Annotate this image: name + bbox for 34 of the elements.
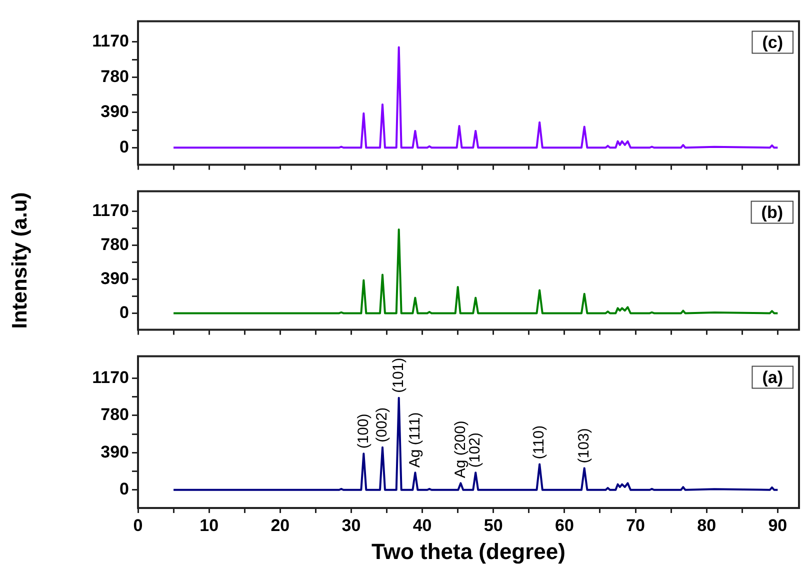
annotation: (103)	[575, 428, 592, 464]
x-tick-label: 0	[133, 516, 143, 535]
x-tick-label: 80	[697, 516, 716, 535]
annotation: Ag (111)	[406, 412, 424, 468]
y-tick-label: 1170	[92, 368, 129, 387]
y-tick-label: 780	[100, 234, 129, 254]
annotation: (a)	[762, 368, 783, 387]
y-tick-label: 1170	[92, 32, 129, 51]
x-tick-label: 30	[342, 516, 361, 535]
annotation: (110)	[530, 425, 548, 460]
annotation: Ag (200)	[452, 420, 469, 478]
annotation: (002)	[374, 407, 391, 442]
y-tick-label: 390	[100, 102, 129, 122]
y-tick-label: 0	[120, 480, 129, 499]
y-tick-label: 0	[120, 137, 129, 156]
x-tick-label: 20	[270, 516, 290, 535]
y-tick-label: 390	[100, 268, 129, 288]
annotation: (c)	[762, 32, 783, 52]
y-tick-label: 780	[100, 405, 129, 424]
x-tick-label: 50	[484, 516, 503, 535]
annotation: (b)	[761, 202, 784, 222]
y-tick-label: 0	[120, 302, 129, 322]
y-tick-label: 780	[100, 66, 129, 86]
x-tick-label: 10	[200, 516, 219, 535]
y-tick-label: 390	[100, 442, 129, 462]
x-tick-label: 40	[412, 516, 432, 535]
y-axis-title: Intensity (a.u)	[8, 192, 32, 329]
annotation: (101)	[390, 358, 407, 393]
y-tick-label: 1170	[92, 200, 129, 220]
annotation: (100)	[354, 414, 372, 449]
x-tick-label: 60	[554, 516, 574, 535]
x-tick-label: 90	[768, 516, 788, 535]
x-axis-title: Two theta (degree)	[372, 538, 566, 564]
x-tick-label: 70	[626, 516, 645, 535]
